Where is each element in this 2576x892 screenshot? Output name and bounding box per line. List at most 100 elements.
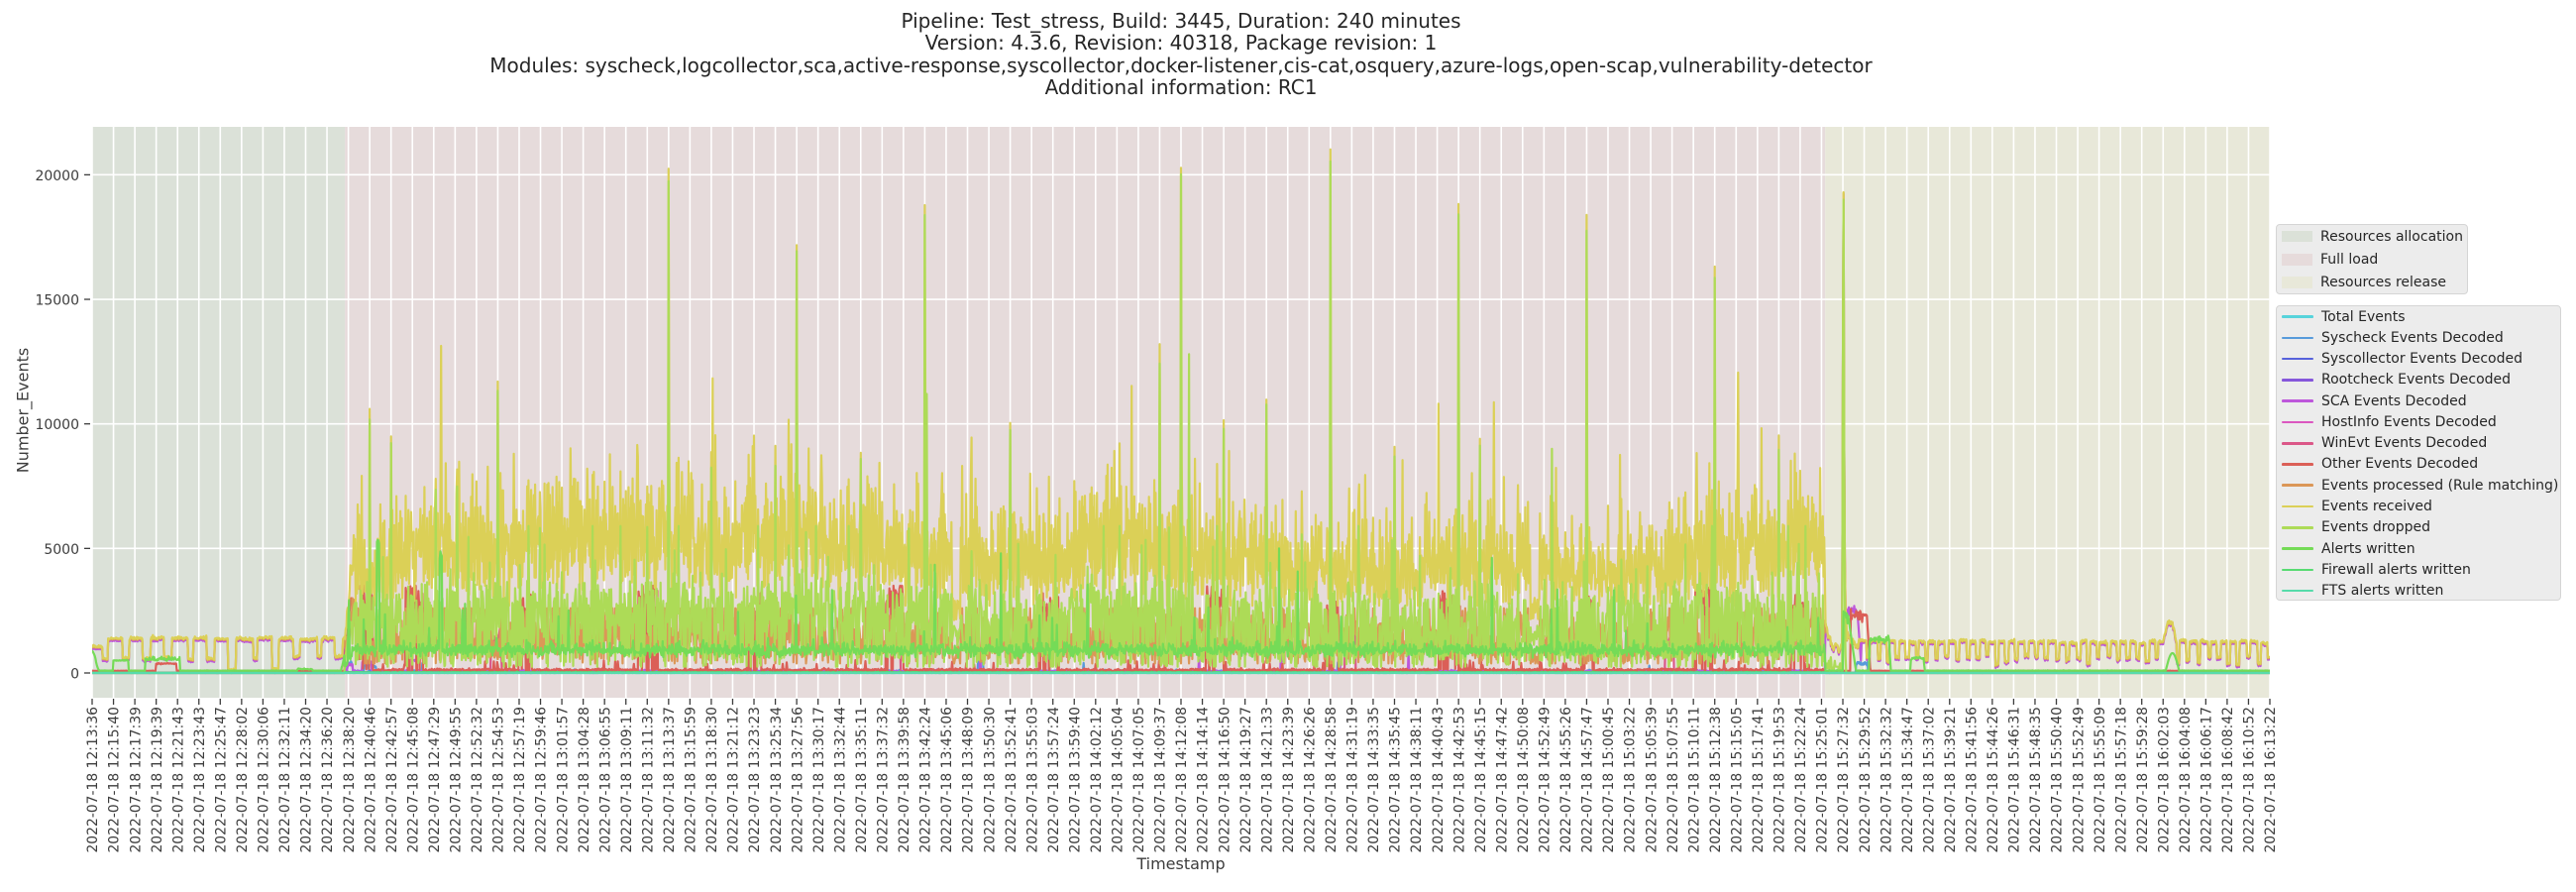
- x-tick-label: 2022-07-18 15:52:49: [2071, 707, 2087, 853]
- region-swatch: [2282, 230, 2312, 243]
- region-swatch: [2282, 254, 2312, 266]
- x-tick-label: 2022-07-18 13:48:09: [961, 707, 977, 853]
- x-tick-label: 2022-07-18 15:37:02: [1921, 707, 1937, 853]
- x-tick-label: 2022-07-18 12:30:06: [257, 707, 272, 853]
- series-swatch: [2282, 568, 2313, 572]
- y-tick-label: 0: [70, 667, 79, 683]
- x-tick-label: 2022-07-18 12:21:43: [170, 707, 186, 853]
- series-swatch: [2282, 504, 2313, 508]
- series-line-alerts-written: [92, 538, 2270, 673]
- x-tick-label: 2022-07-18 12:52:32: [470, 707, 485, 853]
- x-tick-label: 2022-07-18 14:09:37: [1153, 707, 1169, 853]
- series-swatch: [2282, 399, 2313, 402]
- x-tick-label: 2022-07-18 14:47:42: [1494, 707, 1510, 853]
- x-tick-label: 2022-07-18 14:35:45: [1388, 707, 1404, 853]
- series-legend-label: Rootcheck Events Decoded: [2321, 372, 2512, 389]
- x-tick-label: 2022-07-18 13:50:30: [982, 707, 998, 853]
- x-tick-label: 2022-07-18 15:15:05: [1729, 707, 1745, 853]
- x-tick-label: 2022-07-18 13:39:58: [897, 707, 912, 853]
- series-legend-label: Events processed (Rule matching): [2321, 477, 2559, 494]
- x-tick-label: 2022-07-18 15:12:38: [1708, 707, 1724, 853]
- series-legend: Total Events Syscheck Events Decoded Sysco…: [2276, 305, 2561, 601]
- x-tick-label: 2022-07-18 13:32:44: [832, 707, 848, 853]
- x-tick-label: 2022-07-18 15:07:55: [1665, 707, 1681, 853]
- title-line-pipeline: Pipeline: Test_stress, Build: 3445, Dura…: [901, 9, 1461, 33]
- x-tick-label: 2022-07-18 13:27:56: [790, 707, 805, 853]
- x-tick-label: 2022-07-18 15:17:41: [1751, 707, 1767, 853]
- x-tick-label: 2022-07-18 12:45:08: [405, 707, 421, 853]
- x-tick-label: 2022-07-18 14:57:47: [1580, 707, 1596, 853]
- x-tick-label: 2022-07-18 15:34:47: [1900, 707, 1916, 853]
- series-legend-item: Alerts written: [2282, 538, 2560, 559]
- x-tick-label: 2022-07-18 16:13:22: [2263, 707, 2279, 853]
- x-tick-label: 2022-07-18 13:59:40: [1067, 707, 1083, 853]
- series-swatch: [2282, 484, 2313, 488]
- x-tick-label: 2022-07-18 13:09:11: [619, 707, 635, 853]
- x-tick-label: 2022-07-18 14:07:05: [1131, 707, 1147, 853]
- span-resources-release: [1825, 127, 2270, 698]
- x-tick-label: 2022-07-18 12:13:36: [85, 707, 101, 853]
- x-tick-label: 2022-07-18 13:04:28: [577, 707, 592, 853]
- chart-title: Pipeline: Test_stress, Build: 3445, Dura…: [92, 10, 2270, 99]
- x-tick-label: 2022-07-18 12:17:39: [128, 707, 144, 853]
- series-legend-item: Events received: [2282, 496, 2560, 516]
- series-legend-label: Syscheck Events Decoded: [2321, 329, 2504, 346]
- x-tick-label: 2022-07-18 16:06:17: [2200, 707, 2215, 853]
- x-tick-label: 2022-07-18 13:21:12: [726, 707, 742, 853]
- series-legend-label: Syscollector Events Decoded: [2321, 351, 2522, 368]
- x-tick-label: 2022-07-18 13:15:59: [684, 707, 699, 853]
- x-tick-label: 2022-07-18 14:40:43: [1431, 707, 1447, 853]
- x-tick-label: 2022-07-18 16:04:08: [2178, 707, 2194, 853]
- series-legend-label: WinEvt Events Decoded: [2321, 435, 2488, 452]
- title-line-modules: Modules: syscheck,logcollector,sca,activ…: [489, 53, 1873, 77]
- x-tick-label: 2022-07-18 15:03:22: [1623, 707, 1639, 853]
- x-tick-label: 2022-07-18 13:57:24: [1046, 707, 1062, 853]
- x-tick-label: 2022-07-18 14:52:49: [1538, 707, 1554, 853]
- x-tick-label: 2022-07-18 14:28:58: [1324, 707, 1340, 853]
- x-tick-label: 2022-07-18 13:25:34: [769, 707, 785, 853]
- x-axis-label: Timestamp: [1136, 854, 1226, 873]
- series-legend-label: Alerts written: [2321, 540, 2415, 557]
- x-tick-label: 2022-07-18 15:25:01: [1815, 707, 1831, 853]
- x-tick-label: 2022-07-18 12:25:47: [213, 707, 229, 853]
- x-tick-label: 2022-07-18 15:59:28: [2135, 707, 2151, 853]
- x-tick-label: 2022-07-18 13:55:03: [1024, 707, 1040, 853]
- x-tick-label: 2022-07-18 12:40:46: [363, 707, 378, 853]
- series-swatch: [2282, 379, 2313, 382]
- x-tick-label: 2022-07-18 13:18:30: [704, 707, 720, 853]
- series-legend-label: Firewall alerts written: [2321, 561, 2471, 578]
- series-legend-label: Other Events Decoded: [2321, 456, 2479, 473]
- title-line-version: Version: 4.3.6, Revision: 40318, Package…: [924, 31, 1438, 56]
- x-tick-label: 2022-07-18 14:12:08: [1174, 707, 1190, 853]
- x-tick-label: 2022-07-18 13:42:24: [918, 707, 934, 853]
- x-tick-label: 2022-07-18 14:19:27: [1238, 707, 1254, 853]
- x-tick-label: 2022-07-18 14:16:50: [1217, 707, 1233, 853]
- series-legend-item: HostInfo Events Decoded: [2282, 411, 2560, 432]
- series-swatch: [2282, 420, 2313, 424]
- series-legend-item: WinEvt Events Decoded: [2282, 433, 2560, 454]
- series-swatch: [2282, 336, 2313, 340]
- x-tick-label: 2022-07-18 15:57:18: [2113, 707, 2129, 853]
- series-swatch: [2282, 589, 2313, 593]
- x-tick-label: 2022-07-18 12:28:02: [235, 707, 251, 853]
- x-tick-label: 2022-07-18 14:33:35: [1366, 707, 1382, 853]
- x-tick-label: 2022-07-18 14:26:26: [1302, 707, 1318, 853]
- x-tick-label: 2022-07-18 12:36:20: [320, 707, 336, 853]
- x-tick-label: 2022-07-18 12:57:19: [512, 707, 528, 853]
- x-tick-label: 2022-07-18 15:22:24: [1793, 707, 1809, 853]
- x-tick-label: 2022-07-18 12:38:20: [342, 707, 358, 853]
- x-tick-label: 2022-07-18 14:05:04: [1111, 707, 1127, 853]
- x-tick-label: 2022-07-18 15:55:09: [2093, 707, 2108, 853]
- x-tick-label: 2022-07-18 14:38:11: [1409, 707, 1425, 853]
- series-legend-label: Total Events: [2321, 308, 2406, 325]
- x-tick-label: 2022-07-18 13:06:55: [597, 707, 613, 853]
- x-tick-label: 2022-07-18 12:19:39: [150, 707, 165, 853]
- x-tick-label: 2022-07-18 13:35:11: [854, 707, 870, 853]
- x-tick-label: 2022-07-18 12:59:46: [534, 707, 550, 853]
- series-swatch: [2282, 547, 2313, 550]
- series-swatch: [2282, 315, 2313, 318]
- regions-legend-label: Resources release: [2320, 275, 2446, 291]
- series-legend-item: Other Events Decoded: [2282, 454, 2560, 475]
- series-lines: [92, 148, 2270, 675]
